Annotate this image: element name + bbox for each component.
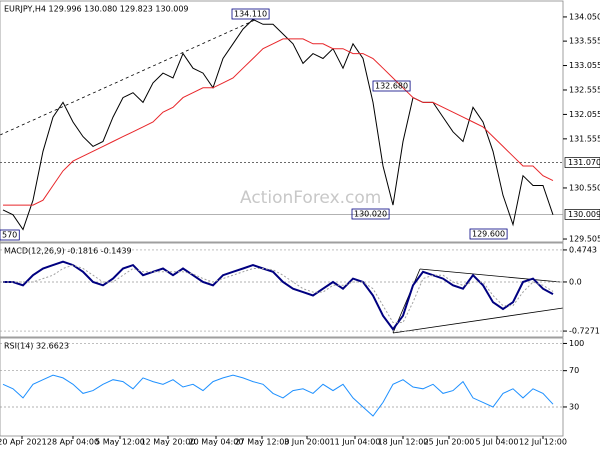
x-tick-label: 20 Apr 2021: [0, 438, 47, 447]
trend-line: [0, 19, 256, 136]
x-tick-label: 12 Jul 12:00: [519, 438, 567, 447]
price-label: 130.009: [568, 210, 600, 219]
series-line: [2, 374, 554, 417]
x-tick-label: 5 Jul 04:00: [476, 438, 519, 447]
annotation-box: [0, 229, 20, 241]
trend-line: [419, 268, 561, 283]
y-tick-label: -0.7271: [569, 327, 600, 336]
x-tick-label: 28 Apr 04:00: [47, 438, 99, 447]
annotation-box: [351, 208, 390, 220]
x-tick-label: 3 Jun 20:00: [284, 438, 330, 447]
y-tick-label: 30: [569, 402, 579, 411]
price-annotation: 130.020: [354, 210, 387, 219]
price-label-box: [564, 209, 600, 220]
series-line: [3, 260, 554, 331]
y-tick-label: 133.055: [569, 61, 600, 70]
y-tick-label: 131.555: [569, 134, 600, 143]
price-annotation: 134.110: [234, 10, 267, 19]
price-label: 131.070: [568, 158, 600, 167]
y-tick-label: 0.0: [569, 277, 582, 286]
y-tick-label: 132.555: [569, 85, 600, 94]
panel-title: MACD(12,26,9) -0.1816 -0.1439: [4, 247, 132, 256]
panel-title: RSI(14) 32.6623: [4, 342, 69, 351]
x-tick-label: 20 May 04:00: [189, 438, 244, 447]
y-tick-label: 0.4743: [569, 245, 597, 254]
series-line: [2, 18, 554, 231]
x-tick-label: 12 May 20:00: [141, 438, 196, 447]
x-tick-label: 18 Jun 12:00: [378, 438, 429, 447]
x-tick-label: 27 May 12:00: [235, 438, 290, 447]
price-label-box: [564, 157, 600, 168]
panel-frame: [0, 242, 564, 338]
trend-line: [392, 307, 564, 334]
annotation-box: [372, 80, 411, 92]
x-tick-label: 11 Jun 04:00: [330, 438, 381, 447]
y-tick-label: 70: [569, 366, 579, 375]
price-annotation: 132.680: [375, 82, 408, 91]
y-tick-label: 132.055: [569, 110, 600, 119]
annotation-box: [469, 228, 508, 240]
panel-frame: [0, 0, 564, 243]
y-tick-label: 100: [569, 339, 584, 348]
series-line: [3, 264, 554, 323]
panel-title: EURJPY,H4 129.996 130.080 129.823 130.00…: [4, 5, 189, 14]
annotation-box: [231, 8, 270, 20]
x-tick-label: 25 Jun 20:00: [424, 438, 475, 447]
y-tick-label: 130.550: [569, 183, 600, 192]
price-annotation: 570: [2, 231, 17, 240]
series-line: [3, 38, 554, 206]
price-annotation: 129.600: [472, 230, 505, 239]
y-tick-label: 129.505: [569, 235, 600, 244]
y-tick-label: 133.555: [569, 37, 600, 46]
x-tick-label: 5 May 12:00: [95, 438, 145, 447]
panel-frame: [0, 337, 564, 437]
y-tick-label: 134.050: [569, 12, 600, 21]
watermark: ActionForex.com: [240, 188, 381, 208]
